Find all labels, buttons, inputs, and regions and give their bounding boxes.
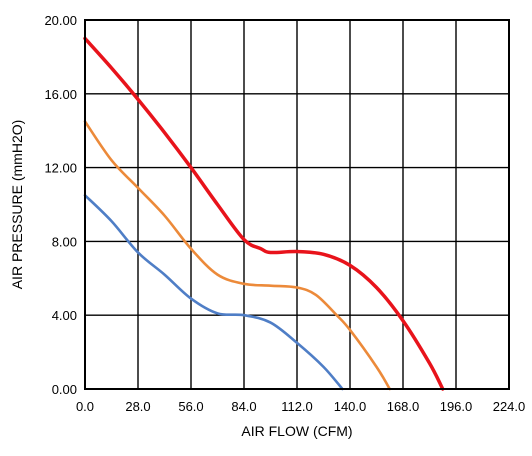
x-tick-labels: 0.0 28.0 56.0 84.0 112.0 140.0 168.0 196.0 224.0 [76, 399, 525, 414]
y-tick-label: 0.00 [52, 382, 77, 397]
x-tick-label: 224.0 [493, 399, 526, 414]
grid [84, 19, 510, 390]
x-tick-label: 84.0 [231, 399, 256, 414]
x-tick-label: 168.0 [387, 399, 420, 414]
series-line-1 [83, 36, 445, 391]
x-axis-label: AIR FLOW (CFM) [241, 423, 352, 439]
y-tick-label: 12.00 [44, 161, 77, 176]
series-line-2 [83, 120, 392, 391]
y-tick-labels: 0.00 4.00 8.00 12.00 16.00 20.00 [44, 13, 77, 397]
series-line-3 [83, 193, 344, 391]
y-tick-label: 4.00 [52, 308, 77, 323]
y-tick-label: 16.00 [44, 87, 77, 102]
y-tick-label: 8.00 [52, 234, 77, 249]
series-lines [83, 36, 445, 391]
x-tick-label: 0.0 [76, 399, 94, 414]
x-tick-label: 140.0 [334, 399, 367, 414]
y-axis-label: AIR PRESSURE (mmH2O) [9, 120, 25, 290]
x-tick-label: 112.0 [281, 399, 313, 414]
x-tick-label: 56.0 [178, 399, 203, 414]
x-tick-label: 196.0 [440, 399, 473, 414]
x-tick-label: 28.0 [125, 399, 150, 414]
y-tick-label: 20.00 [44, 13, 77, 28]
plot-frame [84, 19, 510, 390]
